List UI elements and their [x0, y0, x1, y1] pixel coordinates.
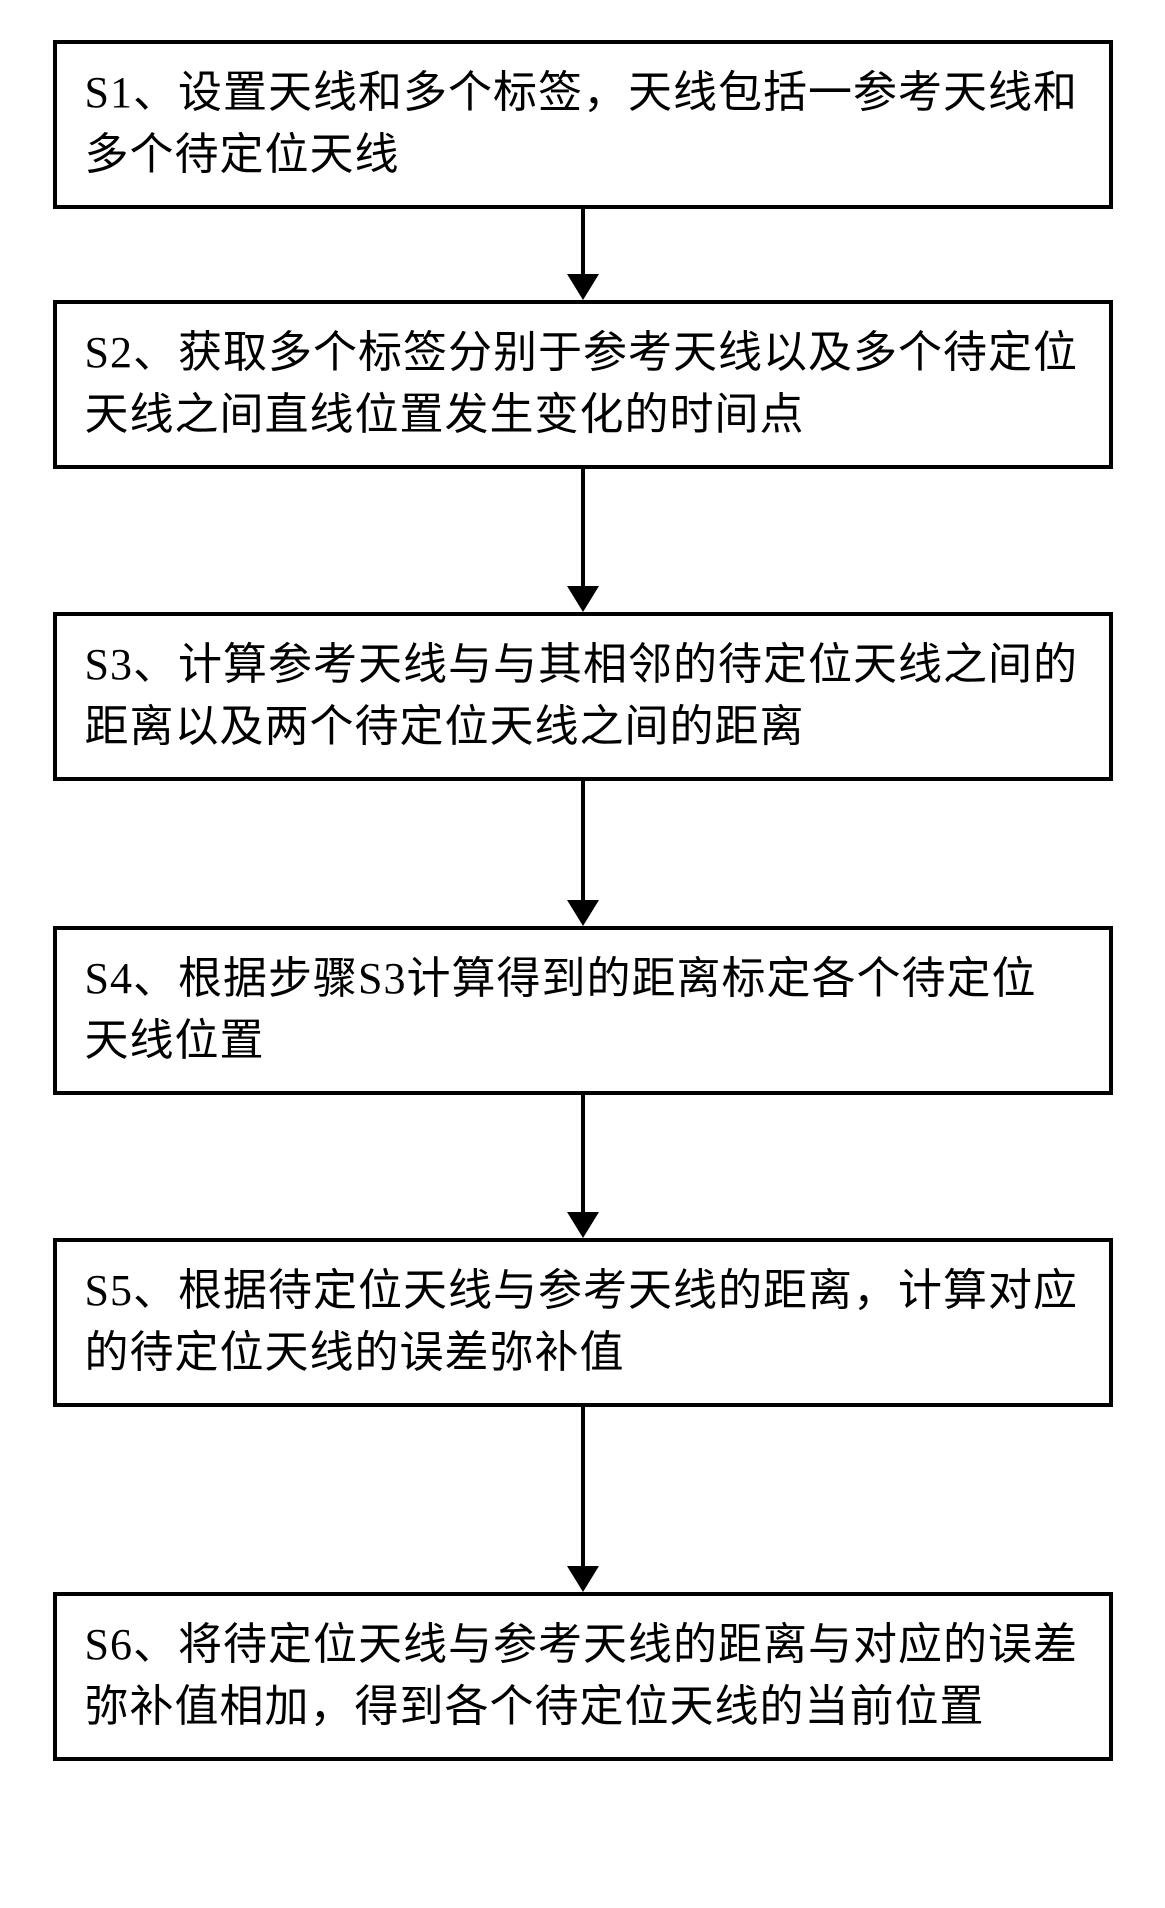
- step-box-s1: S1、设置天线和多个标签，天线包括一参考天线和多个待定位天线: [53, 40, 1113, 209]
- step-text-s1: S1、设置天线和多个标签，天线包括一参考天线和多个待定位天线: [85, 68, 1078, 179]
- step-text-s6: S6、将待定位天线与参考天线的距离与对应的误差弥补值相加，得到各个待定位天线的当…: [85, 1620, 1078, 1731]
- arrow-head-icon: [567, 1212, 599, 1238]
- arrow-s4: [567, 1095, 599, 1238]
- arrow-head-icon: [567, 586, 599, 612]
- step-box-s5: S5、根据待定位天线与参考天线的距离，计算对应的待定位天线的误差弥补值: [53, 1238, 1113, 1407]
- step-text-s3: S3、计算参考天线与与其相邻的待定位天线之间的距离以及两个待定位天线之间的距离: [85, 640, 1078, 751]
- arrow-head-icon: [567, 900, 599, 926]
- arrow-head-icon: [567, 274, 599, 300]
- step-text-s4: S4、根据步骤S3计算得到的距离标定各个待定位天线位置: [85, 954, 1037, 1065]
- arrow-line: [581, 781, 585, 901]
- arrow-s1: [567, 209, 599, 300]
- arrow-s3: [567, 781, 599, 926]
- arrow-line: [581, 469, 585, 587]
- arrow-s2: [567, 469, 599, 612]
- step-box-s6: S6、将待定位天线与参考天线的距离与对应的误差弥补值相加，得到各个待定位天线的当…: [53, 1592, 1113, 1761]
- arrow-head-icon: [567, 1566, 599, 1592]
- arrow-s5: [567, 1407, 599, 1592]
- arrow-line: [581, 209, 585, 275]
- flowchart-container: S1、设置天线和多个标签，天线包括一参考天线和多个待定位天线 S2、获取多个标签分…: [53, 40, 1113, 1761]
- step-box-s2: S2、获取多个标签分别于参考天线以及多个待定位天线之间直线位置发生变化的时间点: [53, 300, 1113, 469]
- arrow-line: [581, 1095, 585, 1213]
- step-text-s2: S2、获取多个标签分别于参考天线以及多个待定位天线之间直线位置发生变化的时间点: [85, 328, 1078, 439]
- step-text-s5: S5、根据待定位天线与参考天线的距离，计算对应的待定位天线的误差弥补值: [85, 1266, 1078, 1377]
- step-box-s3: S3、计算参考天线与与其相邻的待定位天线之间的距离以及两个待定位天线之间的距离: [53, 612, 1113, 781]
- arrow-line: [581, 1407, 585, 1567]
- step-box-s4: S4、根据步骤S3计算得到的距离标定各个待定位天线位置: [53, 926, 1113, 1095]
